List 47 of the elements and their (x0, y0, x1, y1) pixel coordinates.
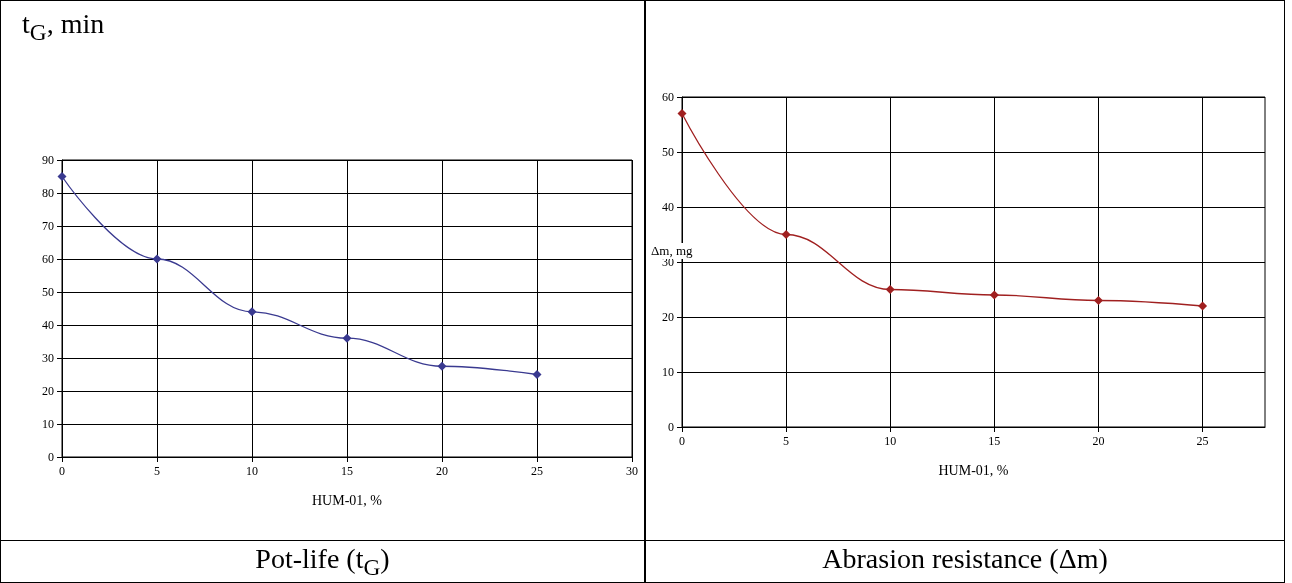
y-tick-label: 10 (662, 365, 674, 379)
y-tick-label: 0 (48, 450, 54, 464)
y-axis-title: Δm, mg (651, 243, 693, 259)
x-axis-title: HUM-01, % (312, 492, 383, 508)
x-tick-label: 20 (436, 464, 448, 478)
x-tick-label: 10 (246, 464, 258, 478)
point (437, 361, 447, 371)
point (342, 333, 352, 343)
y-tick-label: 60 (662, 90, 674, 104)
point (989, 290, 999, 300)
point (247, 307, 257, 317)
y-tick-label: 70 (42, 219, 54, 233)
x-tick-label: 0 (679, 434, 685, 448)
y-tick-label: 20 (42, 384, 54, 398)
x-tick-label: 25 (531, 464, 543, 478)
text: Abrasion resistance (Δm) (821, 543, 1109, 575)
y-tick-label: 80 (42, 186, 54, 200)
y-axis-title: t$_{G}$, min (22, 8, 105, 46)
y-tick-label: 40 (662, 200, 674, 214)
x-tick-label: 5 (783, 434, 790, 448)
point (532, 370, 542, 379)
y-tick-label: 50 (662, 145, 674, 159)
x-axis-title: HUM-01, % (938, 462, 1009, 478)
x-tick-label: 15 (341, 464, 353, 478)
point (1198, 301, 1208, 311)
x-tick-label: 20 (1092, 434, 1105, 448)
x-tick-label: 10 (884, 434, 897, 448)
x-tick-label: 5 (154, 464, 160, 478)
y-tick-label: 90 (42, 153, 54, 167)
point (57, 172, 67, 181)
x-tick-label: 25 (1196, 434, 1209, 448)
point (152, 254, 162, 264)
y-tick-label: 0 (668, 420, 674, 434)
x-tick-label: 15 (988, 434, 1001, 448)
y-tick-label: 40 (42, 318, 54, 332)
point (781, 230, 791, 239)
point (1093, 296, 1103, 305)
y-tick-label: 10 (42, 417, 54, 431)
text: Pot-life (t$_{G}$) (0, 543, 645, 581)
y-tick-label: 60 (42, 252, 54, 266)
y-tick-label: 30 (42, 351, 54, 365)
y-tick-label: 20 (662, 310, 674, 324)
point (677, 109, 687, 118)
x-tick-label: 30 (626, 464, 638, 478)
y-tick-label: 50 (42, 285, 54, 299)
x-tick-label: 0 (59, 464, 65, 478)
point (885, 285, 895, 294)
